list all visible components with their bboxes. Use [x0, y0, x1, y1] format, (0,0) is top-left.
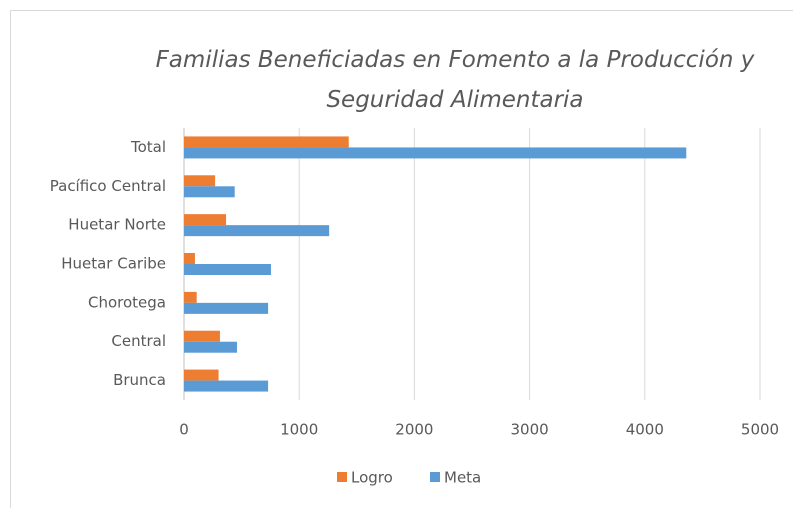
- x-tick-label: 2000: [395, 421, 433, 439]
- y-tick-label: Chorotega: [88, 293, 166, 311]
- y-tick-label: Central: [111, 332, 166, 350]
- bar: [184, 136, 349, 148]
- chart-frame: [10, 10, 793, 508]
- bar: [184, 380, 269, 392]
- x-tick-label: 5000: [741, 421, 779, 439]
- bar: [184, 147, 687, 159]
- x-tick-label: 1000: [280, 421, 318, 439]
- legend-label: Logro: [351, 469, 393, 487]
- y-tick-label: Huetar Norte: [68, 216, 166, 234]
- chart-title: Familias Beneficiadas en Fomento a la Pr…: [155, 47, 755, 113]
- y-tick-label: Pacífico Central: [50, 177, 166, 195]
- bar: [184, 330, 220, 342]
- bar: [184, 291, 197, 303]
- bar: [184, 225, 330, 237]
- legend-label: Meta: [444, 469, 481, 487]
- y-tick-label: Total: [130, 138, 166, 156]
- bar: [184, 369, 219, 381]
- bar: [184, 341, 237, 353]
- bar: [184, 186, 235, 198]
- legend-swatch: [430, 472, 440, 482]
- x-tick-label: 0: [179, 421, 189, 439]
- bar: [184, 214, 227, 226]
- bar: [184, 302, 269, 314]
- y-tick-label: Brunca: [113, 371, 166, 389]
- bar: [184, 175, 216, 187]
- x-tick-label: 3000: [511, 421, 549, 439]
- bar: [184, 253, 195, 264]
- legend-swatch: [337, 472, 347, 482]
- y-tick-label: Huetar Caribe: [61, 255, 166, 273]
- x-tick-label: 4000: [626, 421, 664, 439]
- bar: [184, 264, 271, 275]
